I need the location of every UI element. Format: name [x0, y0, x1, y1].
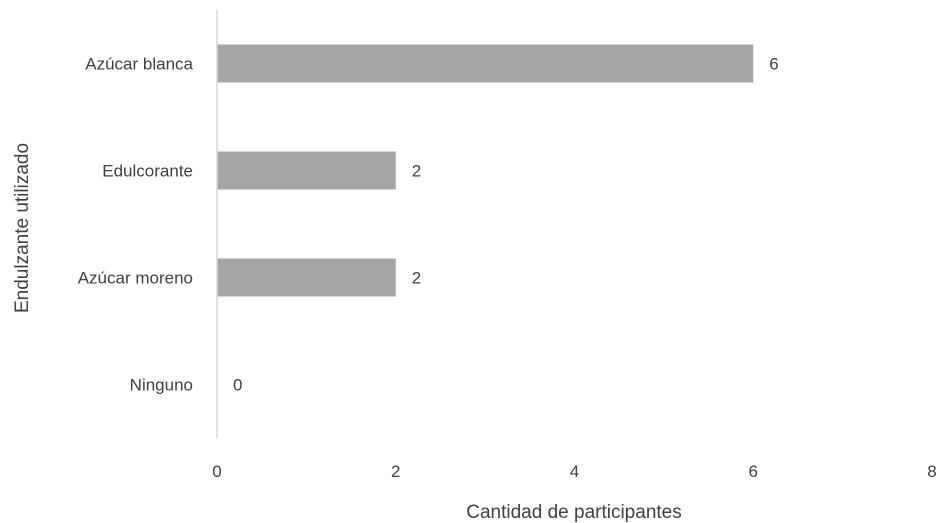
data-label: 6: [769, 55, 778, 74]
bar: [217, 44, 754, 83]
data-labels: 6 2 2 0: [233, 55, 779, 395]
bar: [217, 151, 396, 190]
x-axis-title: Cantidad de participantes: [466, 502, 681, 523]
category-labels: Azúcar blanca Edulcorante Azúcar moreno Nin…: [78, 55, 194, 395]
category-label: Ninguno: [130, 376, 193, 395]
x-tick-label: 6: [749, 462, 758, 481]
y-axis-title: Endulzante utilizado: [12, 143, 33, 313]
data-label: 0: [233, 376, 242, 395]
category-label: Azúcar moreno: [78, 269, 193, 288]
x-tick-labels: 0 2 4 6 8: [212, 462, 936, 481]
x-tick-label: 8: [927, 462, 936, 481]
x-tick-label: 4: [570, 462, 579, 481]
x-tick-label: 0: [212, 462, 221, 481]
bar: [217, 258, 396, 297]
data-label: 2: [412, 162, 421, 181]
category-label: Azúcar blanca: [85, 55, 193, 74]
data-label: 2: [412, 269, 421, 288]
category-label: Edulcorante: [102, 162, 193, 181]
bars-layer: [217, 44, 754, 297]
x-tick-label: 2: [391, 462, 400, 481]
